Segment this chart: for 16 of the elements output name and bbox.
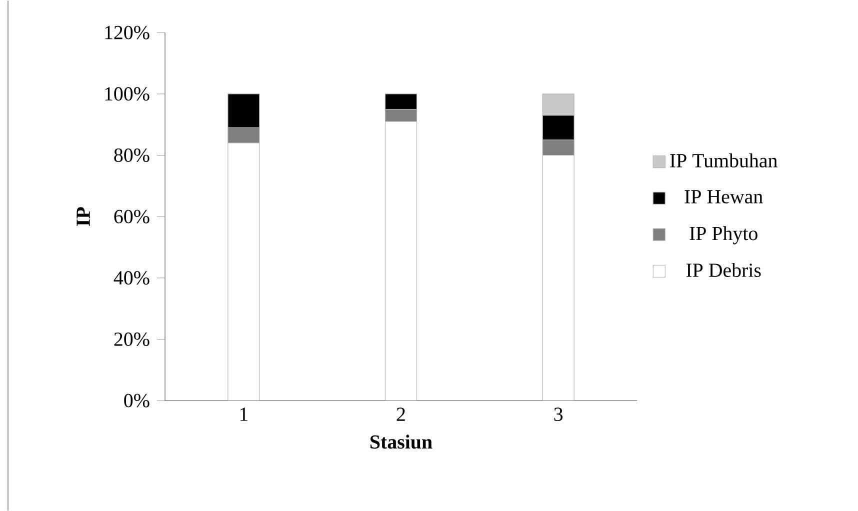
x-axis-title: Stasiun — [370, 434, 432, 449]
x-tick-label: 1 — [240, 408, 248, 421]
y-tick-label: 0% — [124, 394, 150, 408]
x-tick-label: 3 — [554, 408, 563, 421]
y-tick-label: 80% — [114, 148, 150, 162]
y-tick-label: 120% — [105, 26, 150, 40]
legend-label: IP Phyto — [690, 226, 758, 244]
y-tick-label: 100% — [105, 87, 150, 101]
legend-label: IP Tumbuhan — [670, 153, 778, 168]
legend-label: IP Hewan — [684, 190, 763, 204]
x-tick-label: 2 — [396, 408, 405, 421]
y-tick-label: 40% — [114, 271, 150, 285]
y-tick-label: 20% — [114, 332, 150, 346]
legend-label: IP Debris — [686, 262, 761, 277]
y-tick-label: 60% — [114, 210, 150, 224]
y-axis-title: IP — [76, 207, 90, 226]
